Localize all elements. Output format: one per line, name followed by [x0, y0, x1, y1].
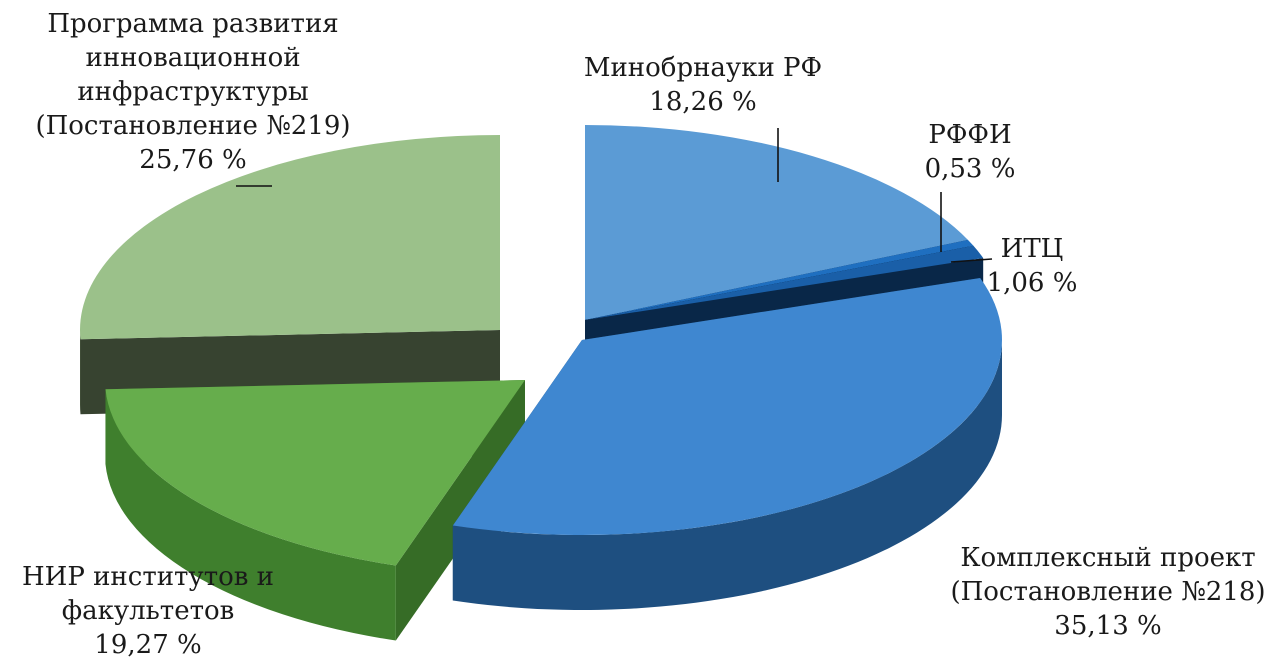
slice-top	[585, 125, 968, 320]
slice-name-label: РФФИ	[928, 120, 1011, 150]
slice-name-label: ИТЦ	[1001, 234, 1064, 264]
slice-name-label: инфраструктуры	[77, 77, 308, 107]
slice-label: Минобрнауки РФ 18,26 %	[584, 53, 822, 117]
slice-label: ИТЦ 1,06 %	[987, 234, 1078, 298]
pie-slice	[452, 277, 1003, 610]
slice-top	[585, 245, 984, 320]
slice-value-label: 35,13 %	[1054, 611, 1161, 641]
slice-value-label: 0,53 %	[925, 154, 1016, 184]
slice-name-label: (Постановление №218)	[950, 577, 1265, 607]
pie-slice	[80, 135, 500, 415]
slice-label: Программа развития инновационной инфрастру…	[35, 9, 350, 175]
slice-name-label: факультетов	[62, 596, 235, 626]
slice-name-label: Минобрнауки РФ	[584, 53, 822, 83]
slice-top	[452, 277, 1003, 535]
pie-slice	[105, 380, 525, 641]
slice-value-label: 25,76 %	[139, 145, 246, 175]
slice-name-label: (Постановление №219)	[35, 111, 350, 141]
leader-line	[950, 258, 993, 263]
slice-label: РФФИ 0,53 %	[925, 120, 1016, 184]
slice-value-label: 18,26 %	[649, 87, 756, 117]
slice-side	[105, 389, 396, 641]
slice-name-label: Комплексный проект	[960, 543, 1255, 573]
slice-label: Комплексный проект (Постановление №218) 35…	[950, 543, 1265, 641]
slice-top	[105, 380, 525, 566]
slice-value-label: 19,27 %	[94, 630, 201, 660]
slice-name-label: Программа развития	[47, 9, 338, 39]
slice-name-label: НИР институтов и	[22, 562, 274, 592]
slice-top	[80, 135, 500, 340]
slice-name-label: инновационной	[85, 43, 300, 73]
slice-top	[585, 239, 974, 320]
slice-side	[452, 340, 1002, 610]
slice-label: НИР институтов и факультетов 19,27 %	[22, 562, 274, 660]
slice-value-label: 1,06 %	[987, 268, 1078, 298]
